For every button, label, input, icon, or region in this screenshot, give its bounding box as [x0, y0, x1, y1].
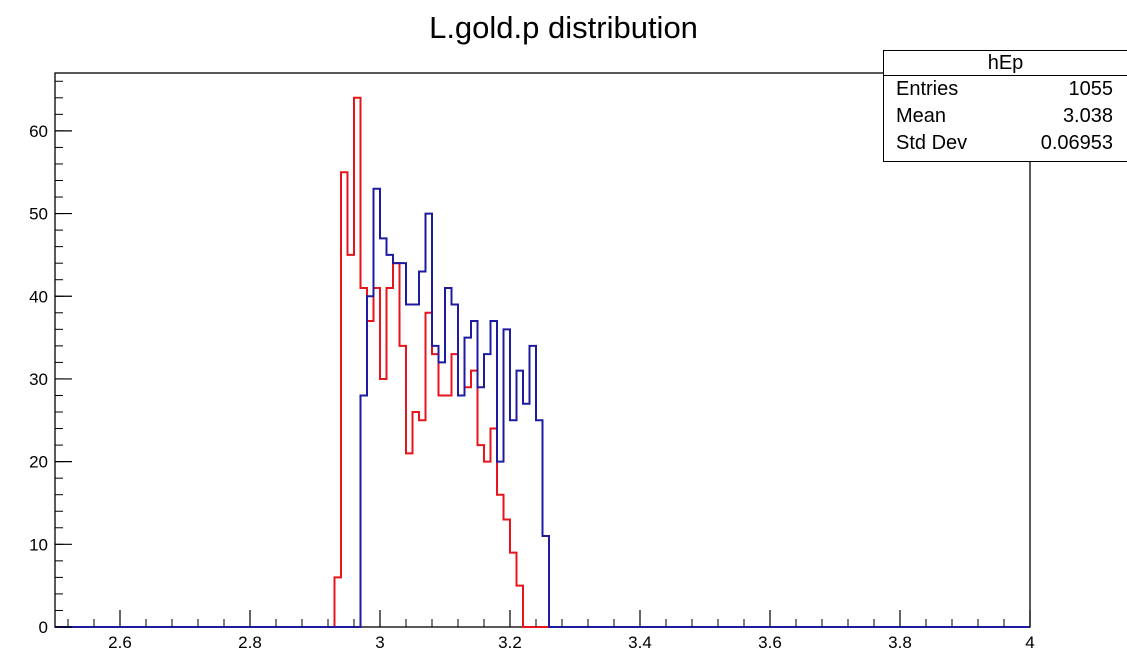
stats-label: Mean [896, 105, 947, 127]
x-tick-label: 4 [1025, 633, 1034, 652]
x-tick-label: 3.6 [758, 633, 782, 652]
y-tick-label: 30 [29, 370, 48, 389]
y-tick-label: 50 [29, 205, 48, 224]
stats-value: 3.038 [1062, 105, 1113, 127]
x-tick-label: 3 [375, 633, 384, 652]
stats-row-mean: Mean 3.038 [884, 103, 1127, 130]
stats-value: 1055 [1068, 78, 1114, 100]
x-tick-label: 3.2 [498, 633, 522, 652]
y-tick-label: 40 [29, 287, 48, 306]
series-0-line [55, 96, 1030, 628]
stats-row-std-dev: Std Dev 0.06953 [884, 130, 1127, 157]
y-tick-label: 60 [29, 122, 48, 141]
y-tick-label: 0 [39, 618, 48, 637]
stats-row-entries: Entries 1055 [884, 76, 1127, 103]
x-tick-label: 3.8 [888, 633, 912, 652]
x-tick-label: 2.6 [108, 633, 132, 652]
series-1-line [55, 187, 1030, 628]
y-tick-label: 10 [29, 535, 48, 554]
x-tick-label: 3.4 [628, 633, 652, 652]
stats-value: 0.06953 [1040, 132, 1113, 154]
y-tick-label: 20 [29, 453, 48, 472]
stats-box-name: hEp [884, 51, 1127, 76]
x-tick-label: 2.8 [238, 633, 262, 652]
chart-title: L.gold.p distribution [429, 10, 698, 45]
stats-label: Std Dev [896, 132, 968, 154]
stats-label: Entries [896, 78, 959, 100]
stats-box: hEp Entries 1055 Mean 3.038 Std Dev 0.06… [883, 50, 1127, 162]
